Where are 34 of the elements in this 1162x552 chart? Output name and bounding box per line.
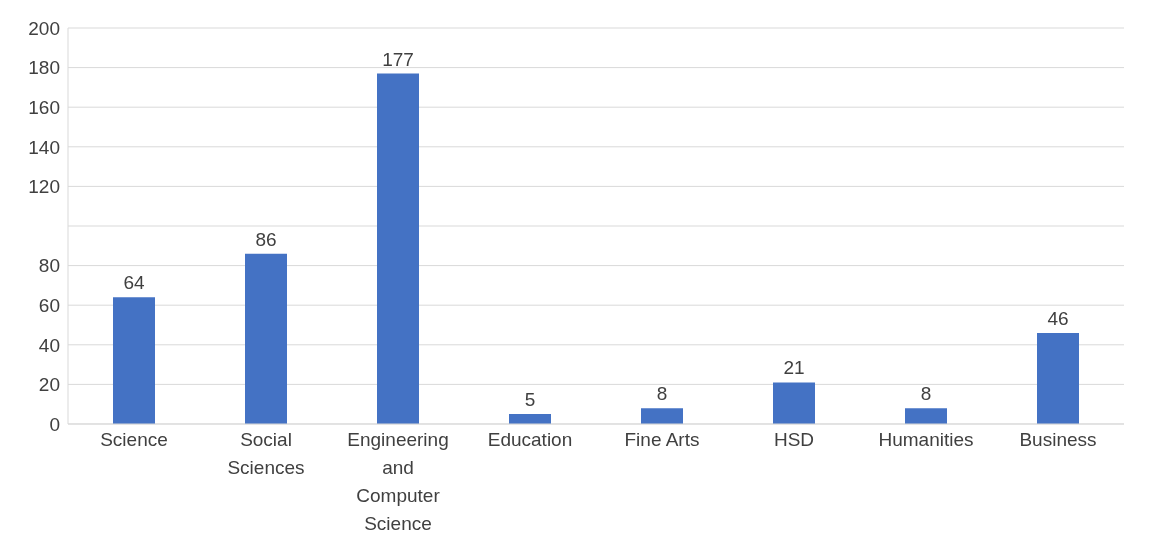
y-tick-label: 160	[28, 96, 60, 118]
x-tick-label: Humanities	[878, 429, 974, 450]
data-label: 86	[255, 228, 277, 250]
bar	[377, 73, 419, 424]
x-tick-label: Science	[100, 429, 168, 450]
bar	[113, 297, 155, 424]
data-label: 8	[920, 383, 932, 405]
data-label: 46	[1047, 307, 1069, 329]
y-tick-label: 20	[38, 374, 60, 396]
data-label: 177	[382, 48, 414, 70]
bar	[509, 414, 551, 424]
y-tick-label: 40	[38, 334, 60, 356]
x-tick-label: HSD	[773, 429, 815, 450]
y-tick-label: 80	[38, 255, 60, 277]
y-tick-label: 120	[28, 176, 60, 198]
bar	[641, 408, 683, 424]
y-tick-label: 180	[28, 57, 60, 79]
data-label: 21	[783, 357, 805, 379]
bar	[773, 382, 815, 424]
x-tick-label: Social Sciences	[227, 429, 305, 478]
y-tick-label: 60	[38, 294, 60, 316]
bar	[905, 408, 947, 424]
data-label: 64	[123, 272, 145, 294]
y-tick-label: 200	[28, 17, 60, 39]
y-tick-label: 140	[28, 136, 60, 158]
data-label: 8	[656, 383, 668, 405]
bar	[245, 253, 287, 424]
bar	[1037, 332, 1079, 424]
y-tick-label: 0	[49, 413, 60, 435]
x-tick-label: Fine Arts	[624, 429, 700, 450]
data-label: 5	[524, 389, 536, 411]
x-tick-label: Education	[487, 429, 573, 450]
x-tick-label: Engineering and Computer Science	[347, 429, 449, 534]
x-tick-label: Business	[1019, 429, 1097, 450]
